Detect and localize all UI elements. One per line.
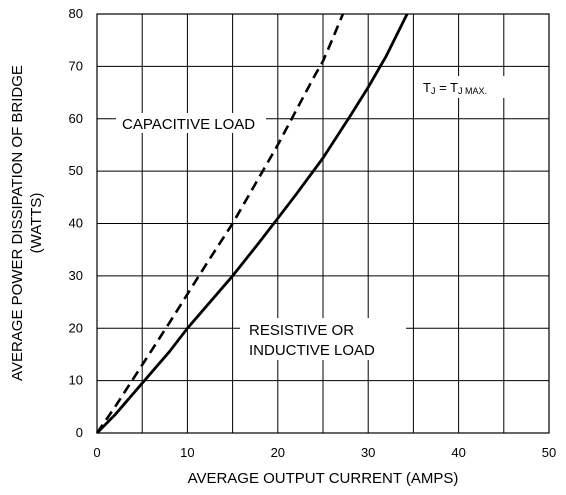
x-tick-label: 30 bbox=[361, 445, 375, 460]
resistive-inductive-load-curve bbox=[96, 13, 409, 434]
series-layer bbox=[95, 13, 409, 434]
y-tick-label: 70 bbox=[69, 58, 83, 73]
y-tick-label: 10 bbox=[69, 373, 83, 388]
tj-equation: TJ = TJ MAX. bbox=[423, 80, 487, 96]
y-tick-label: 50 bbox=[69, 163, 83, 178]
y-tick-label: 0 bbox=[76, 425, 83, 440]
y-tick-label: 40 bbox=[69, 216, 83, 231]
resistive-load-label-line1: RESISTIVE OR bbox=[249, 322, 354, 339]
y-tick-label: 30 bbox=[69, 268, 83, 283]
x-tick-labels: 0 10 20 30 40 50 bbox=[93, 445, 556, 460]
y-tick-label: 80 bbox=[69, 6, 83, 21]
resistive-load-annotation: RESISTIVE OR INDUCTIVE LOAD bbox=[240, 318, 406, 360]
capacitive-load-curve bbox=[95, 13, 345, 434]
y-tick-labels: 0 10 20 30 40 50 60 70 80 bbox=[69, 6, 83, 440]
capacitive-load-annotation: CAPACITIVE LOAD bbox=[116, 113, 266, 133]
tj-annotation: TJ = TJ MAX. bbox=[419, 76, 543, 98]
x-tick-label: 10 bbox=[180, 445, 194, 460]
y-tick-label: 20 bbox=[69, 320, 83, 335]
resistive-load-label-line2: INDUCTIVE LOAD bbox=[249, 342, 375, 359]
x-tick-label: 0 bbox=[93, 445, 100, 460]
y-tick-label: 60 bbox=[69, 111, 83, 126]
y-axis-title-line2: (WATTS) bbox=[28, 193, 45, 254]
y-axis-title-line1: AVERAGE POWER DISSIPATION OF BRIDGE bbox=[9, 65, 26, 381]
x-tick-label: 50 bbox=[542, 445, 556, 460]
capacitive-load-label: CAPACITIVE LOAD bbox=[122, 116, 255, 133]
grid bbox=[97, 14, 549, 433]
x-tick-label: 40 bbox=[451, 445, 465, 460]
x-axis-title: AVERAGE OUTPUT CURRENT (AMPS) bbox=[188, 470, 459, 487]
x-tick-label: 20 bbox=[271, 445, 285, 460]
plot-frame bbox=[96, 13, 550, 434]
